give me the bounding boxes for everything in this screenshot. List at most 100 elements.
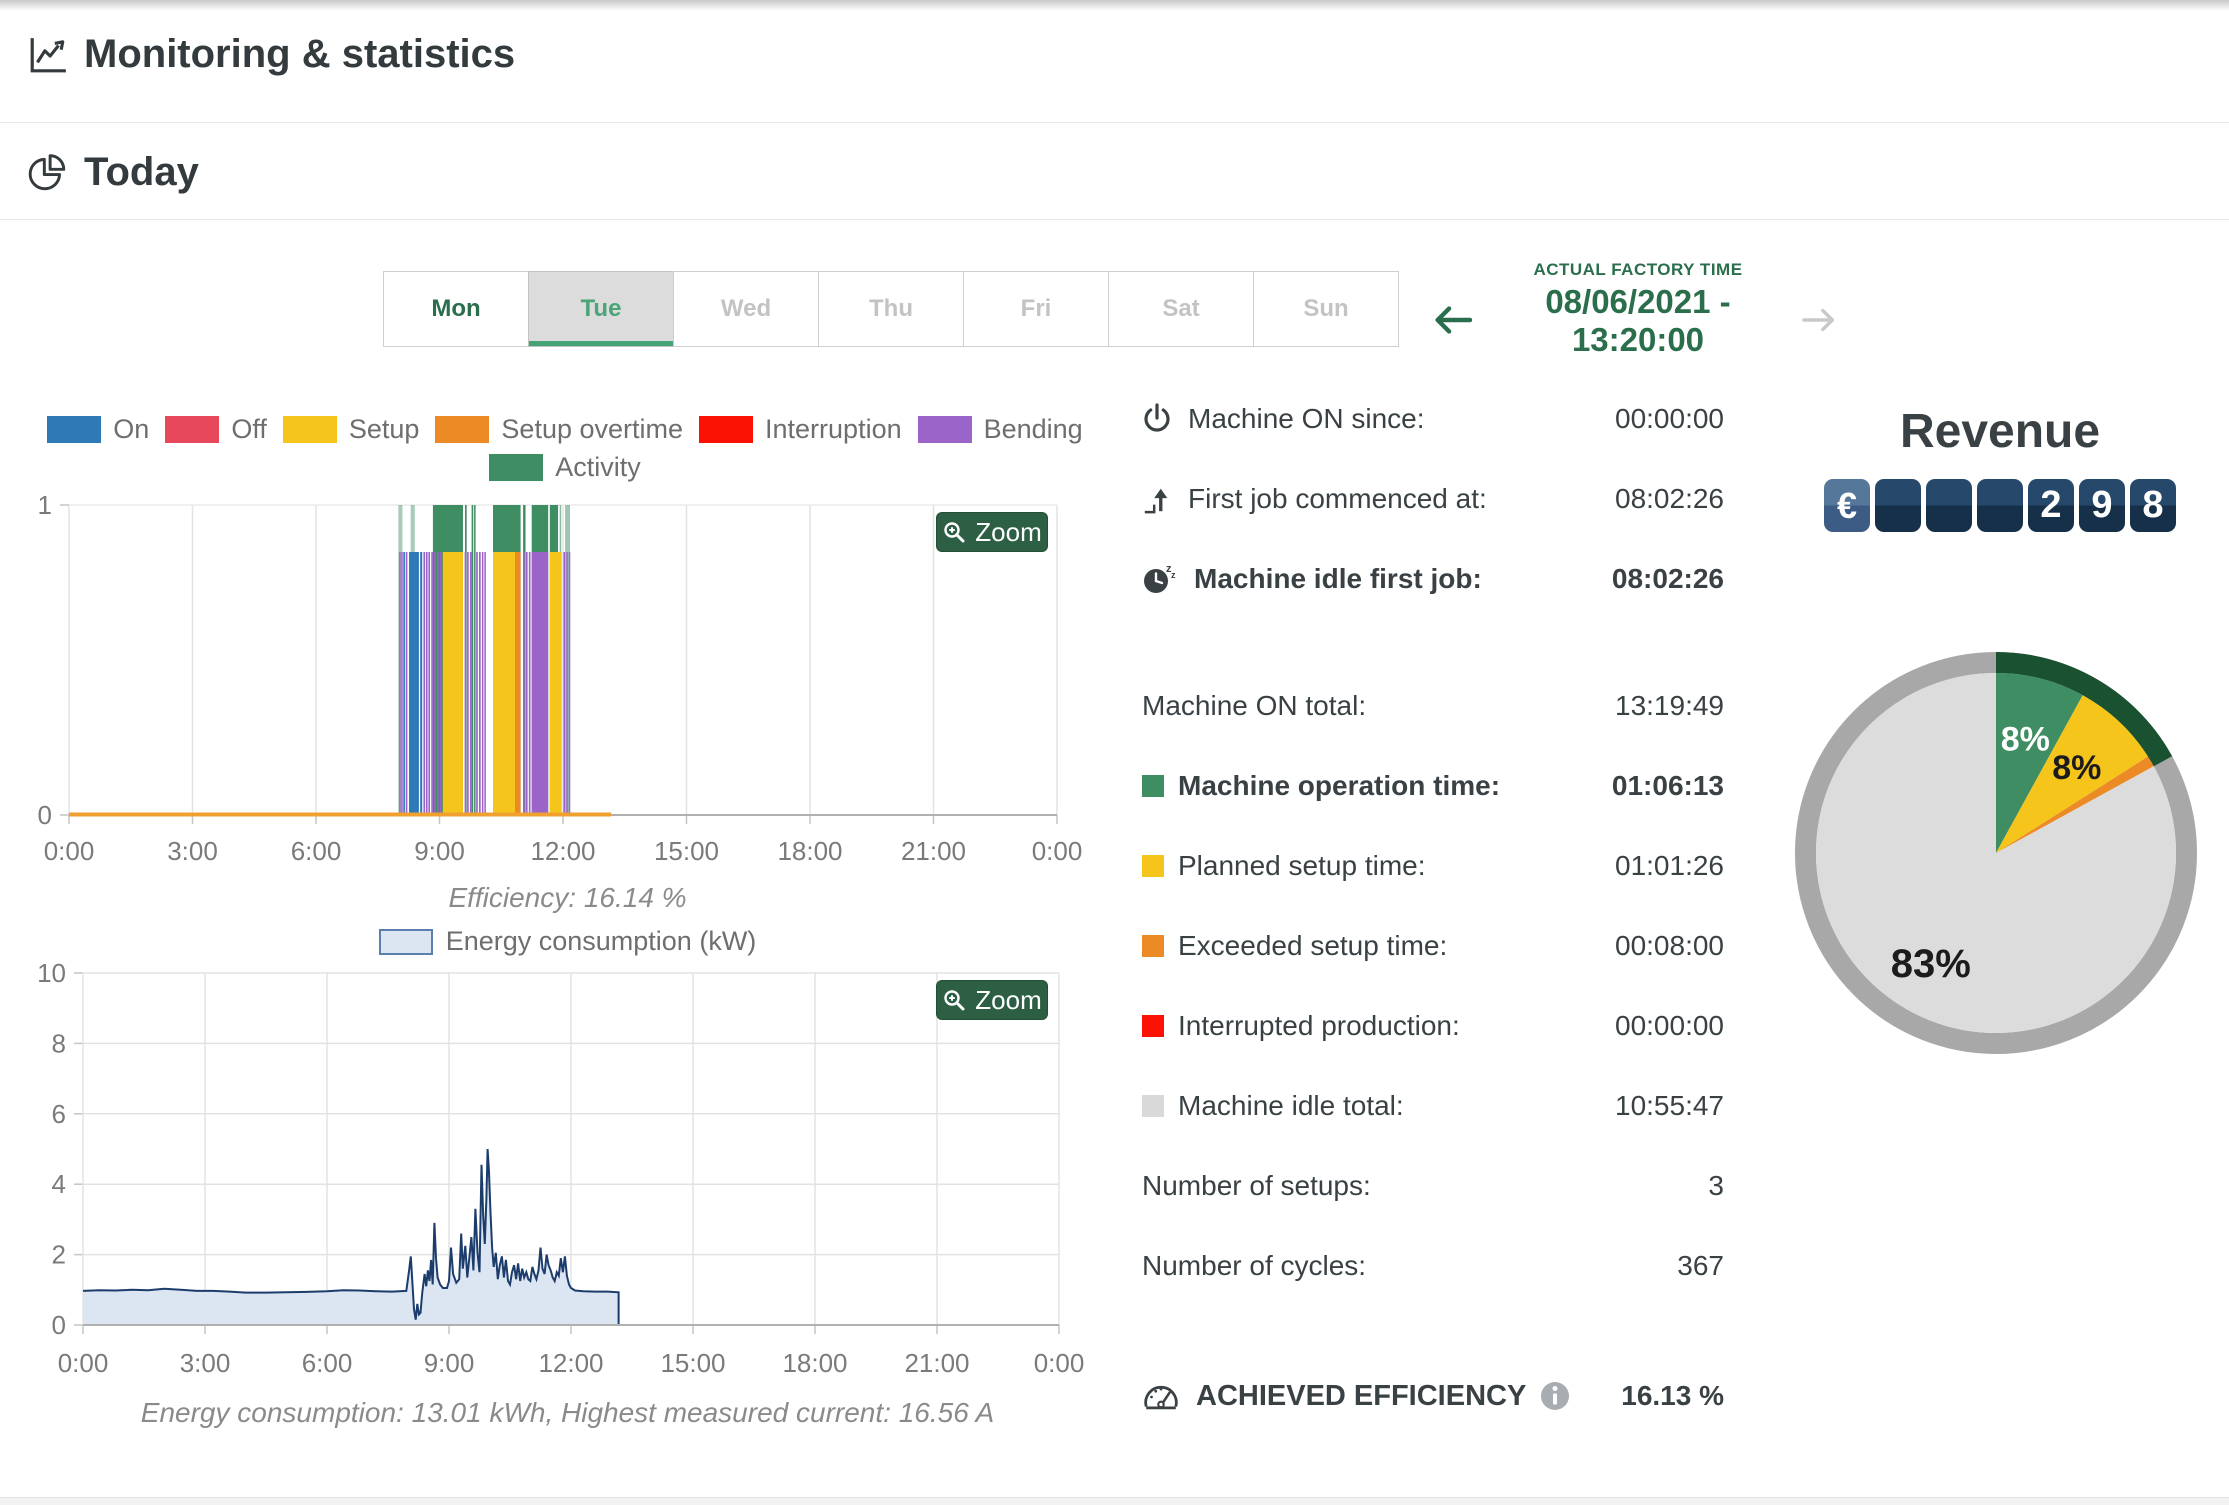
zoom-in-icon	[944, 522, 965, 543]
tab-mon[interactable]: Mon	[383, 271, 529, 347]
stats-panel: Machine ON since: 00:00:00 First job comme…	[1142, 379, 1724, 1436]
energy-chart: 0 2 4 6 8 10 0:00 3:00 6:00 9:00 12:00 15:00 18:00 21…	[37, 958, 1084, 1378]
legend-item-interruption: Interruption	[699, 414, 902, 445]
info-icon[interactable]	[1540, 1381, 1570, 1411]
power-icon	[1142, 403, 1172, 435]
line-chart-icon	[30, 37, 66, 72]
stat-row: First job commenced at: 08:02:26	[1142, 459, 1724, 539]
next-day-arrow[interactable]	[1802, 306, 1838, 334]
svg-text:0: 0	[52, 1310, 66, 1340]
legend-label: Activity	[555, 452, 641, 482]
stat-label: Machine idle total:	[1178, 1090, 1404, 1121]
svg-text:1: 1	[38, 490, 52, 520]
svg-text:0:00: 0:00	[58, 1348, 109, 1378]
previous-day-arrow[interactable]	[1430, 304, 1472, 336]
svg-text:8%: 8%	[2001, 721, 2050, 759]
svg-text:9:00: 9:00	[414, 836, 465, 866]
svg-text:9:00: 9:00	[424, 1348, 475, 1378]
stat-value: 00:00:00	[1615, 403, 1724, 434]
gauge-icon	[1142, 1379, 1180, 1413]
stat-row: ACHIEVED EFFICIENCY 16.13 %	[1142, 1356, 1724, 1436]
stat-value: 367	[1677, 1250, 1724, 1281]
revenue-digit-box	[1875, 479, 1921, 532]
page-header: Monitoring & statistics	[28, 32, 515, 77]
svg-text:8: 8	[52, 1028, 66, 1058]
stat-row: Machine operation time: 01:06:13	[1142, 746, 1724, 826]
stat-label: Number of setups:	[1142, 1170, 1371, 1201]
section-title: Today	[84, 150, 199, 194]
off-swatch	[165, 416, 220, 443]
svg-text:6:00: 6:00	[291, 836, 342, 866]
legend-label: Setup	[348, 414, 420, 444]
setup-swatch	[282, 416, 337, 443]
zoom-button-label: Zoom	[975, 516, 1042, 547]
first-job-icon	[1142, 483, 1172, 515]
zoom-button-label: Zoom	[975, 984, 1042, 1015]
energy-chart-legend: Energy consumption (kW)	[30, 926, 1105, 957]
svg-text:15:00: 15:00	[660, 1348, 725, 1378]
top-shadow	[0, 0, 2229, 11]
legend-row-1: On Off Setup Setup overtime Interruption Bend…	[20, 414, 1110, 445]
tab-sat[interactable]: Sat	[1108, 271, 1254, 347]
legend-item-off: Off	[165, 414, 267, 445]
day-tabs: Mon Tue Wed Thu Fri Sat Sun	[383, 271, 1399, 347]
zoom-in-icon	[944, 990, 965, 1011]
legend-item-activity: Activity	[489, 452, 641, 483]
stat-value: 10:55:47	[1615, 1090, 1724, 1121]
tab-thu[interactable]: Thu	[818, 271, 964, 347]
setup-swatch	[1142, 855, 1164, 877]
stat-label: First job commenced at:	[1188, 483, 1487, 514]
tab-wed[interactable]: Wed	[673, 271, 819, 347]
energy-legend-label: Energy consumption (kW)	[445, 926, 757, 956]
spacer	[1142, 619, 1724, 666]
stat-value: 01:06:13	[1611, 770, 1724, 801]
interruption-swatch	[1142, 1015, 1164, 1037]
revenue-digit-box: 2	[2028, 479, 2074, 532]
stat-row: Exceeded setup time: 00:08:00	[1142, 906, 1724, 986]
stat-value: 00:00:00	[1615, 1010, 1724, 1041]
revenue-digit-box: 9	[2079, 479, 2125, 532]
factory-time: ACTUAL FACTORY TIME 08/06/2021 - 13:20:0…	[1430, 260, 1838, 358]
svg-text:0:00: 0:00	[1032, 836, 1083, 866]
stat-row: Machine ON total: 13:19:49	[1142, 666, 1724, 746]
bottom-divider	[0, 1497, 2229, 1505]
currency-box: €	[1824, 479, 1870, 532]
efficiency-caption: Efficiency: 16.14 %	[448, 882, 687, 913]
svg-text:18:00: 18:00	[782, 1348, 847, 1378]
svg-text:0:00: 0:00	[44, 836, 95, 866]
svg-text:4: 4	[52, 1169, 66, 1199]
stat-row: Planned setup time: 01:01:26	[1142, 826, 1724, 906]
activity-chart-legend: On Off Setup Setup overtime Interruption Bend…	[20, 414, 1110, 483]
svg-text:18:00: 18:00	[777, 836, 842, 866]
svg-text:10: 10	[37, 958, 66, 988]
legend-label: On	[113, 414, 150, 444]
legend-label: Interruption	[765, 414, 902, 444]
stat-label: Machine ON since:	[1188, 403, 1425, 434]
svg-text:21:00: 21:00	[901, 836, 966, 866]
legend-row-2: Activity	[20, 452, 1110, 483]
activity-chart-zoom-button[interactable]: Zoom	[936, 512, 1048, 552]
setup_overtime-swatch	[1142, 935, 1164, 957]
stat-row: Machine ON since: 00:00:00	[1142, 379, 1724, 459]
stat-value: 08:02:26	[1615, 483, 1724, 514]
activity-swatch	[489, 454, 544, 481]
energy-legend-swatch	[378, 928, 433, 955]
svg-text:z: z	[1171, 570, 1176, 580]
tab-sun[interactable]: Sun	[1253, 271, 1399, 347]
tab-fri[interactable]: Fri	[963, 271, 1109, 347]
revenue-digit-box: 8	[2130, 479, 2176, 532]
bending-swatch	[917, 416, 972, 443]
stat-label: ACHIEVED EFFICIENCY	[1196, 1379, 1527, 1412]
svg-text:83%: 83%	[1891, 942, 1971, 986]
stat-row: Number of cycles: 367	[1142, 1226, 1724, 1306]
legend-label: Off	[231, 414, 267, 444]
svg-text:8%: 8%	[2052, 749, 2101, 787]
tab-tue[interactable]: Tue	[528, 271, 674, 347]
interruption-swatch	[699, 416, 754, 443]
stat-row: Machine idle total: 10:55:47	[1142, 1066, 1724, 1146]
idle-swatch	[1142, 1095, 1164, 1117]
stat-label: Exceeded setup time:	[1178, 930, 1448, 961]
activity-chart: 0:00 3:00 6:00 9:00 12:00 15:00 18:00 21:00 0:00…	[38, 490, 1083, 866]
svg-text:12:00: 12:00	[538, 1348, 603, 1378]
energy-chart-zoom-button[interactable]: Zoom	[936, 980, 1048, 1020]
